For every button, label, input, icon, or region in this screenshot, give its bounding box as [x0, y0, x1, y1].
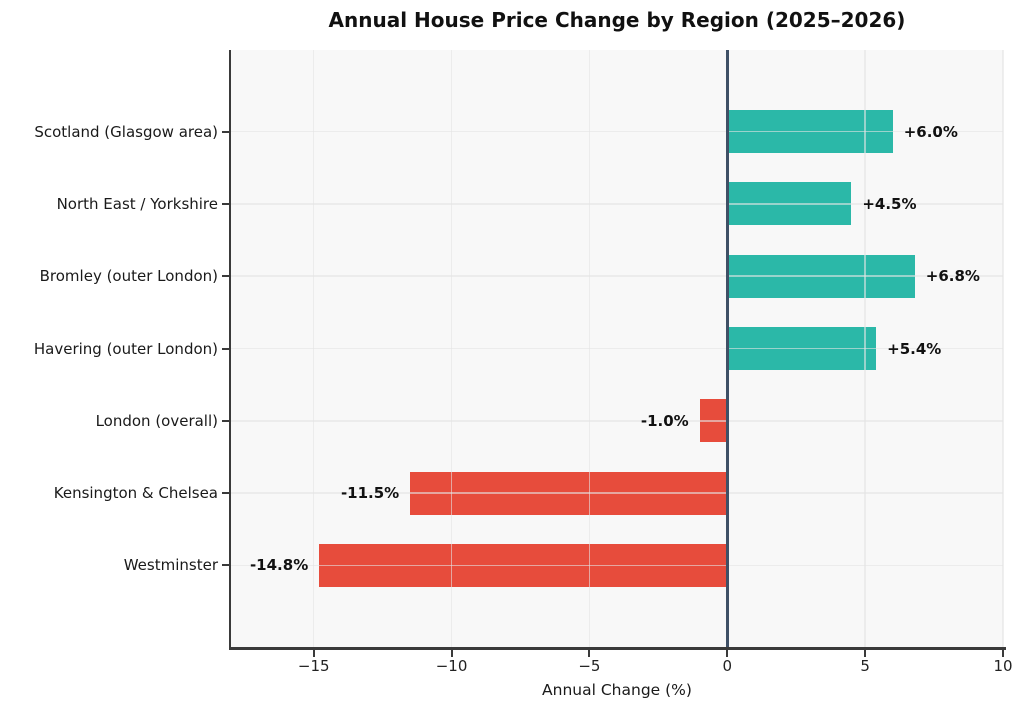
bottom-spine: [228, 647, 1006, 650]
bar-value-label: +6.0%: [903, 122, 958, 141]
category-label: Westminster: [123, 556, 218, 575]
y-gridline: [231, 203, 1003, 205]
x-tick-mark: [588, 649, 591, 657]
y-tick-mark: [221, 275, 229, 278]
x-tick-label: −5: [578, 657, 601, 675]
y-gridline: [231, 492, 1003, 494]
x-tick-mark: [726, 649, 729, 657]
bar-value-label: -14.8%: [249, 556, 309, 575]
x-tick-label: 10: [993, 657, 1013, 675]
chart-title: Annual House Price Change by Region (202…: [328, 8, 906, 32]
x-tick-label: −10: [435, 657, 468, 675]
x-tick-mark: [450, 649, 453, 657]
bar-value-label: +5.4%: [887, 339, 942, 358]
y-tick-mark: [221, 347, 229, 350]
bar-value-label: +4.5%: [862, 194, 917, 213]
bar-value-label: -1.0%: [640, 411, 689, 430]
category-label: North East / Yorkshire: [56, 194, 218, 213]
y-gridline: [231, 130, 1003, 133]
category-label: Kensington & Chelsea: [53, 484, 218, 503]
x-tick-label: −15: [297, 657, 330, 675]
x-tick-label: 5: [860, 657, 870, 675]
x-tick-mark: [1002, 649, 1004, 657]
x-axis-label: Annual Change (%): [542, 681, 692, 699]
y-tick-mark: [221, 564, 229, 567]
x-gridline: [1002, 50, 1004, 647]
y-gridline: [231, 347, 1003, 350]
bar-value-label: +6.8%: [925, 267, 980, 286]
category-label: Scotland (Glasgow area): [34, 122, 218, 141]
category-label: Bromley (outer London): [39, 267, 218, 286]
x-tick-mark: [864, 649, 867, 657]
bar-value-label: -11.5%: [340, 484, 400, 503]
left-spine: [228, 50, 231, 650]
y-tick-mark: [221, 202, 229, 205]
zero-reference-line: [726, 50, 729, 647]
category-label: Havering (outer London): [33, 339, 218, 358]
y-gridline: [231, 420, 1003, 422]
y-gridline: [231, 275, 1003, 277]
category-label: London (overall): [95, 411, 218, 430]
x-tick-mark: [312, 649, 315, 657]
y-gridline: [231, 564, 1003, 567]
y-tick-mark: [221, 492, 229, 495]
y-tick-mark: [221, 419, 229, 422]
y-tick-mark: [221, 130, 229, 133]
x-tick-label: 0: [722, 657, 733, 675]
